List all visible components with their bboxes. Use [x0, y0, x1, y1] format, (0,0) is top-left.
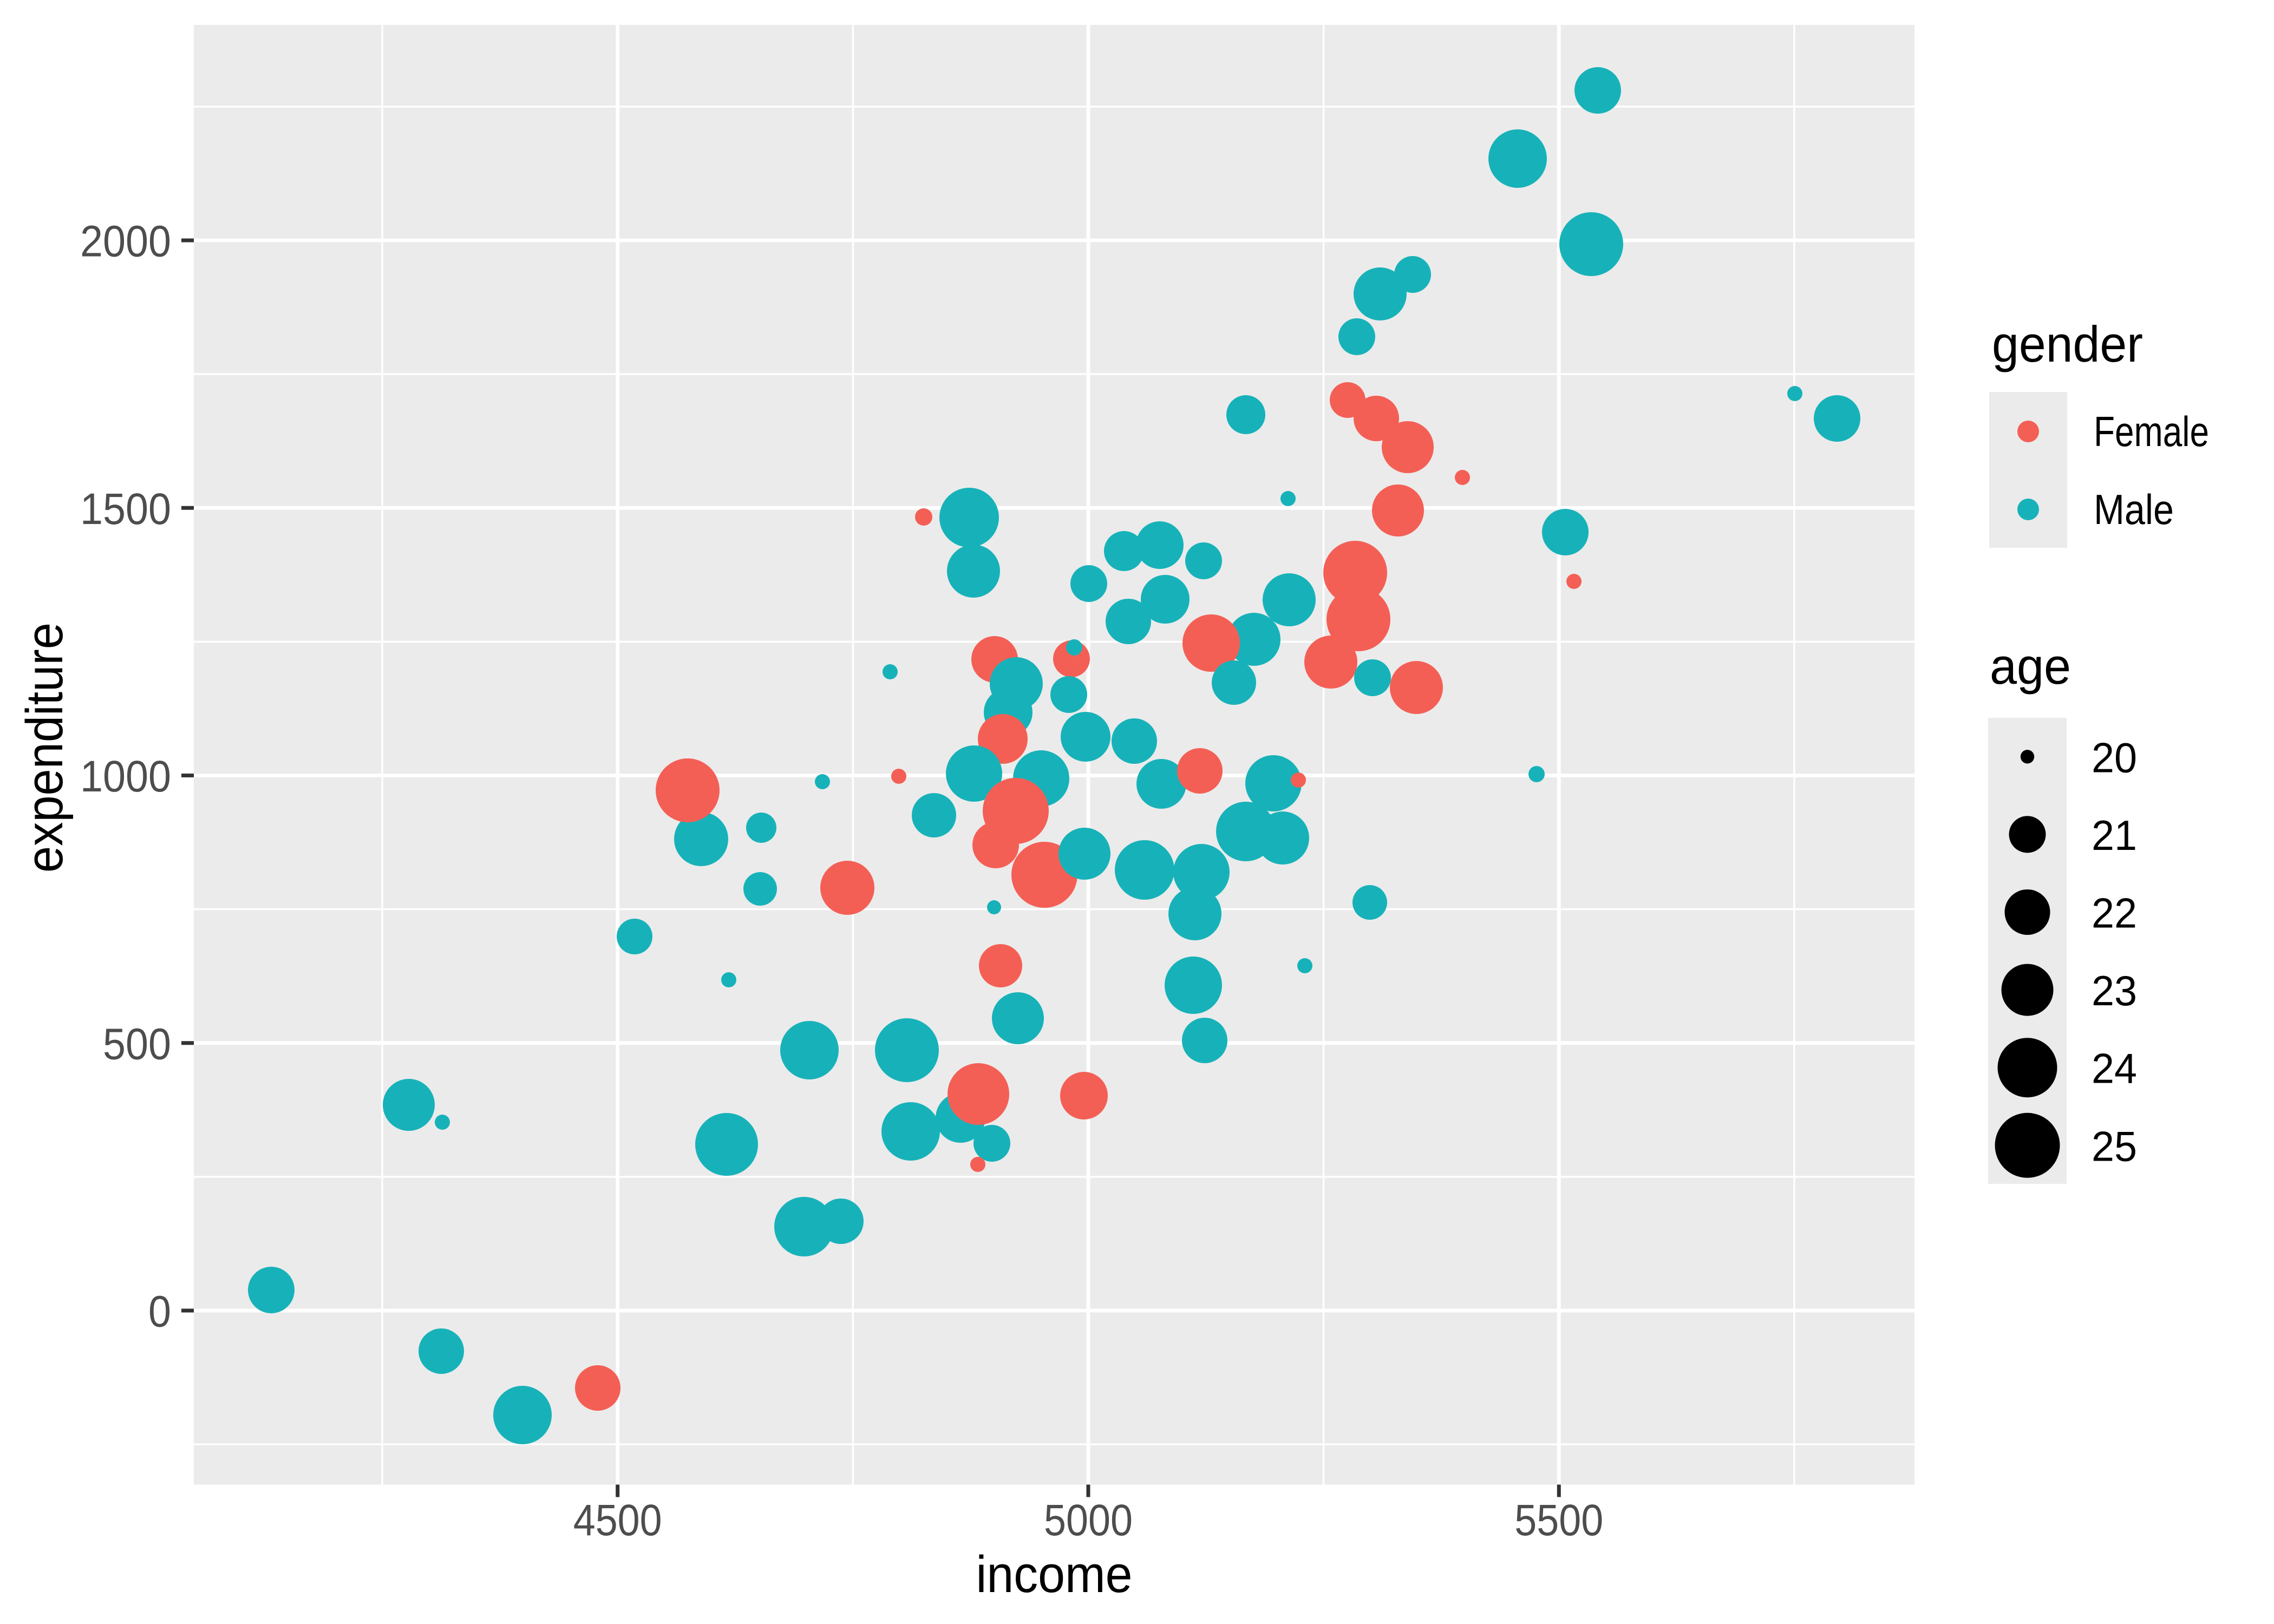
svg-text:Female: Female	[2094, 408, 2209, 455]
svg-text:20: 20	[2092, 734, 2137, 781]
svg-text:income: income	[976, 1546, 1133, 1603]
svg-text:22: 22	[2092, 889, 2137, 937]
svg-text:4500: 4500	[573, 1496, 662, 1545]
svg-text:2000: 2000	[80, 217, 171, 266]
svg-text:5500: 5500	[1514, 1496, 1603, 1545]
svg-text:expenditure: expenditure	[16, 623, 74, 873]
svg-text:1500: 1500	[80, 484, 171, 534]
svg-text:23: 23	[2092, 967, 2137, 1014]
svg-text:5000: 5000	[1044, 1496, 1133, 1545]
svg-text:Male: Male	[2094, 486, 2174, 533]
svg-text:1000: 1000	[80, 752, 171, 801]
svg-text:gender: gender	[1992, 316, 2143, 372]
svg-text:0: 0	[148, 1287, 171, 1337]
svg-text:25: 25	[2092, 1122, 2137, 1170]
svg-text:21: 21	[2092, 811, 2137, 859]
svg-text:500: 500	[103, 1019, 171, 1069]
svg-text:age: age	[1990, 638, 2071, 695]
svg-text:24: 24	[2092, 1045, 2137, 1092]
